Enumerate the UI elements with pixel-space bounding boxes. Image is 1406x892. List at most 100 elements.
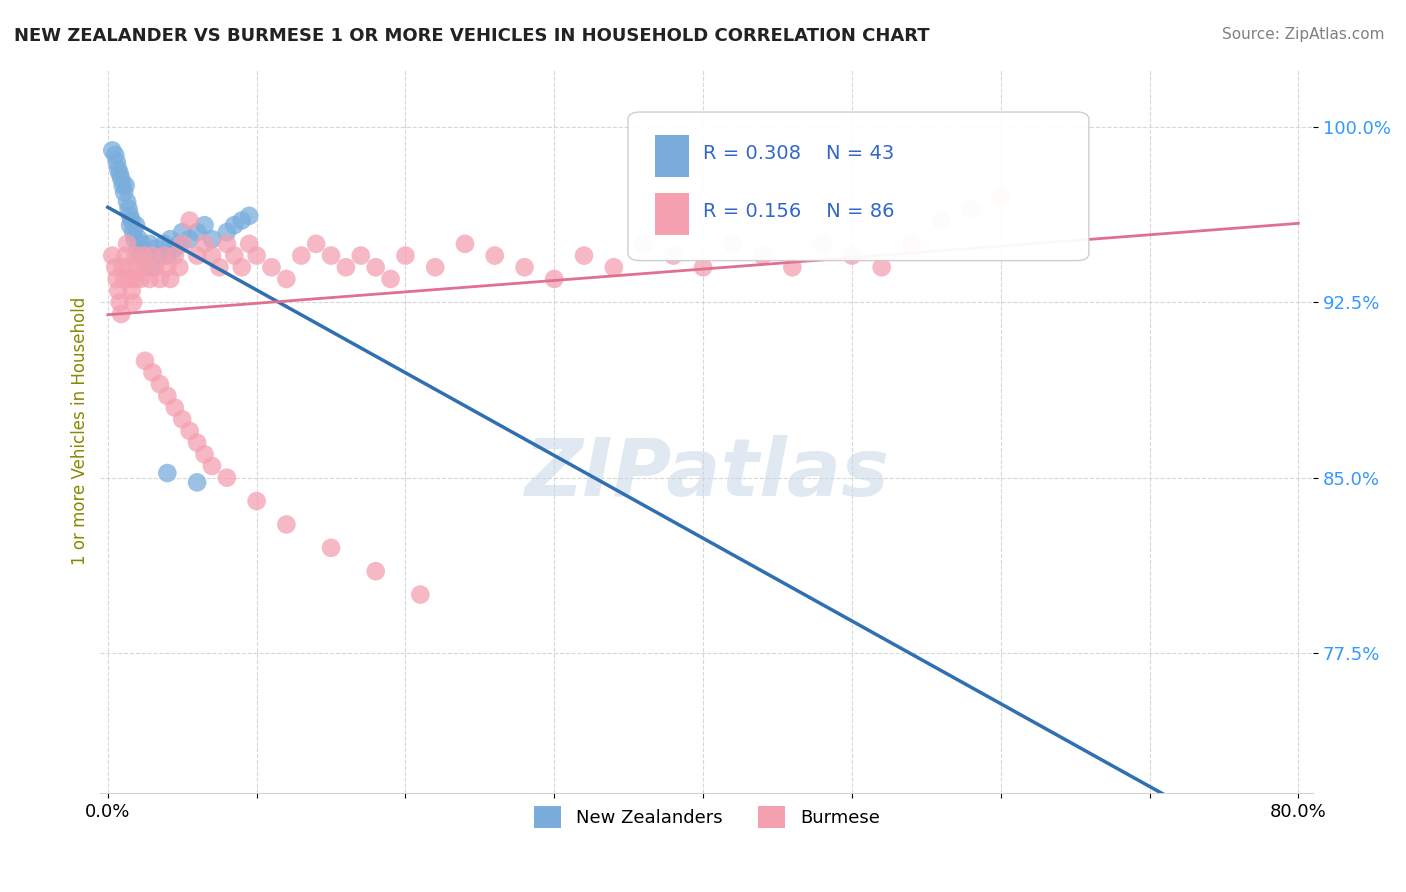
- Point: [870, 260, 893, 275]
- Point: [290, 249, 312, 263]
- Point: [163, 249, 186, 263]
- Point: [513, 260, 536, 275]
- Point: [172, 225, 194, 239]
- Point: [167, 236, 190, 251]
- Point: [124, 272, 146, 286]
- Point: [238, 209, 260, 223]
- Point: [104, 148, 127, 162]
- Point: [120, 272, 142, 286]
- Point: [141, 249, 163, 263]
- Point: [134, 353, 156, 368]
- Point: [153, 249, 176, 263]
- Point: [120, 209, 142, 223]
- Point: [111, 260, 134, 275]
- Point: [115, 236, 138, 251]
- Point: [305, 236, 328, 251]
- Point: [380, 272, 402, 286]
- Text: R = 0.156    N = 86: R = 0.156 N = 86: [703, 202, 894, 221]
- Point: [156, 466, 179, 480]
- Point: [692, 260, 714, 275]
- Point: [186, 249, 208, 263]
- Point: [159, 272, 181, 286]
- Point: [135, 260, 157, 275]
- Point: [101, 249, 124, 263]
- Point: [751, 249, 773, 263]
- Bar: [655, 136, 689, 178]
- Point: [364, 564, 387, 578]
- Point: [122, 225, 145, 239]
- Text: Source: ZipAtlas.com: Source: ZipAtlas.com: [1222, 27, 1385, 42]
- Point: [409, 588, 432, 602]
- Point: [156, 260, 179, 275]
- FancyBboxPatch shape: [628, 112, 1088, 260]
- Point: [104, 260, 127, 275]
- Point: [145, 242, 167, 256]
- Point: [125, 218, 148, 232]
- Point: [112, 272, 135, 286]
- Point: [129, 249, 152, 263]
- Point: [186, 435, 208, 450]
- Point: [138, 272, 160, 286]
- Point: [128, 232, 150, 246]
- Point: [127, 260, 149, 275]
- Point: [120, 218, 142, 232]
- Point: [122, 295, 145, 310]
- Point: [201, 249, 224, 263]
- Point: [246, 494, 269, 508]
- Legend: New Zealanders, Burmese: New Zealanders, Burmese: [527, 798, 887, 835]
- Point: [121, 284, 143, 298]
- Point: [231, 260, 253, 275]
- Point: [603, 260, 626, 275]
- Point: [364, 260, 387, 275]
- Point: [141, 366, 163, 380]
- Point: [145, 260, 167, 275]
- Point: [125, 249, 148, 263]
- Point: [811, 236, 834, 251]
- Point: [149, 377, 172, 392]
- Point: [721, 236, 744, 251]
- Point: [335, 260, 357, 275]
- Point: [156, 389, 179, 403]
- Point: [276, 272, 298, 286]
- Point: [114, 249, 136, 263]
- Point: [105, 272, 128, 286]
- Point: [662, 249, 685, 263]
- Point: [108, 167, 131, 181]
- Point: [117, 202, 139, 216]
- Point: [131, 236, 153, 251]
- Point: [572, 249, 595, 263]
- Point: [124, 232, 146, 246]
- Point: [960, 202, 983, 216]
- Point: [841, 249, 863, 263]
- Point: [238, 236, 260, 251]
- Point: [172, 236, 194, 251]
- Point: [141, 260, 163, 275]
- Point: [127, 242, 149, 256]
- Point: [186, 225, 208, 239]
- Text: R = 0.308    N = 43: R = 0.308 N = 43: [703, 144, 894, 163]
- Point: [276, 517, 298, 532]
- Point: [163, 242, 186, 256]
- Point: [201, 458, 224, 473]
- Point: [186, 475, 208, 490]
- Point: [215, 471, 238, 485]
- Text: ZIPatlas: ZIPatlas: [524, 435, 890, 514]
- Point: [484, 249, 506, 263]
- Point: [159, 232, 181, 246]
- Point: [319, 249, 342, 263]
- Point: [138, 236, 160, 251]
- Point: [107, 284, 129, 298]
- Point: [224, 249, 246, 263]
- Point: [201, 232, 224, 246]
- Point: [231, 213, 253, 227]
- Point: [394, 249, 416, 263]
- Point: [167, 260, 190, 275]
- Point: [929, 213, 952, 227]
- Point: [108, 295, 131, 310]
- Point: [117, 260, 139, 275]
- Point: [425, 260, 447, 275]
- Point: [132, 249, 155, 263]
- Point: [111, 178, 134, 193]
- Point: [156, 249, 179, 263]
- Point: [633, 236, 655, 251]
